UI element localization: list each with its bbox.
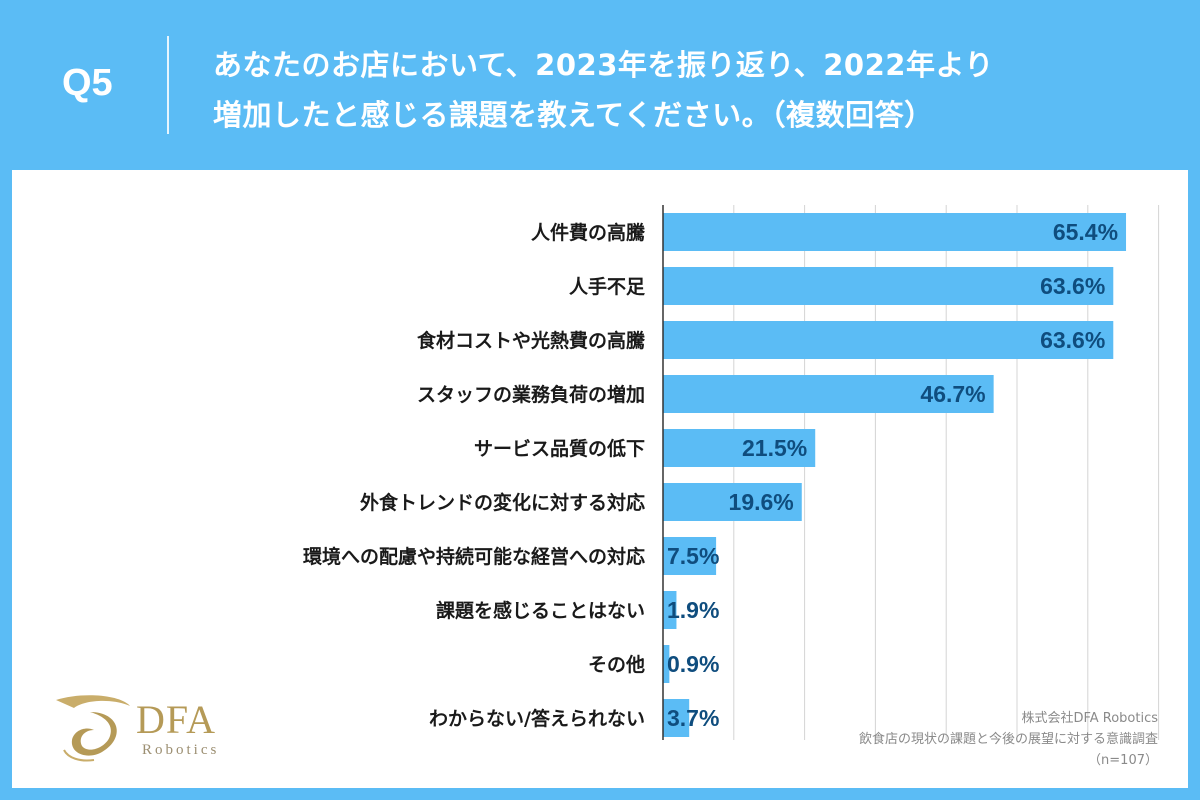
logo-subtitle: Robotics [142, 742, 220, 758]
value-label: 21.5% [742, 435, 807, 461]
bar [663, 645, 670, 683]
question-text-line1: あなたのお店において、2023年を振り返り、2022年より [213, 48, 994, 82]
chart-panel: 人件費の高騰 65.4% 人手不足 63.6% 食材コストや光熱費の高騰 63.6% スタッ… [12, 170, 1188, 788]
value-label: 3.7% [667, 705, 719, 731]
category-label: 人手不足 [569, 275, 646, 298]
header-divider [167, 36, 169, 134]
bar [663, 483, 802, 521]
value-label: 63.6% [1040, 327, 1105, 353]
question-number: Q5 [62, 62, 113, 104]
category-label: その他 [588, 653, 645, 676]
value-label: 19.6% [729, 489, 794, 515]
bar [663, 375, 994, 413]
question-text-line2: 増加したと感じる課題を教えてください。（複数回答） [213, 98, 934, 132]
value-label: 46.7% [920, 381, 985, 407]
category-label: 人件費の高騰 [531, 221, 646, 244]
bar [663, 213, 1127, 251]
dfa-logo-mark-icon [56, 695, 130, 762]
bar-chart: 人件費の高騰 65.4% 人手不足 63.6% 食材コストや光熱費の高騰 63.6% スタッ… [303, 205, 1160, 740]
value-label: 63.6% [1040, 273, 1105, 299]
bar [663, 699, 690, 737]
source-survey: 飲食店の現状の課題と今後の展望に対する意識調査 [858, 732, 1158, 747]
value-label: 0.9% [667, 651, 719, 677]
source-note: 株式会社DFA Robotics 飲食店の現状の課題と今後の展望に対する意識調査… [859, 708, 1158, 771]
bar [663, 429, 816, 467]
value-label: 1.9% [667, 597, 719, 623]
bar [663, 321, 1114, 359]
value-label: 65.4% [1053, 219, 1118, 245]
value-label: 7.5% [667, 543, 719, 569]
bar [663, 537, 717, 575]
logo-name: DFA [136, 697, 217, 742]
question-header: Q5 あなたのお店において、2023年を振り返り、2022年より 増加したと感じ… [0, 0, 1200, 170]
category-label: スタッフの業務負荷の増加 [417, 383, 645, 406]
source-sample: （n=107） [1088, 753, 1158, 768]
dfa-logo: DFA Robotics [50, 690, 260, 770]
category-label: 食材コストや光熱費の高騰 [417, 329, 646, 352]
bar [663, 591, 677, 629]
category-label: わからない/答えられない [429, 707, 645, 730]
category-label: 外食トレンドの変化に対する対応 [360, 491, 645, 514]
category-label: 環境への配慮や持続可能な経営への対応 [303, 545, 645, 568]
bar [663, 267, 1114, 305]
category-label: サービス品質の低下 [474, 437, 645, 460]
category-label: 課題を感じることはない [436, 599, 645, 622]
source-company: 株式会社DFA Robotics [1021, 711, 1158, 726]
